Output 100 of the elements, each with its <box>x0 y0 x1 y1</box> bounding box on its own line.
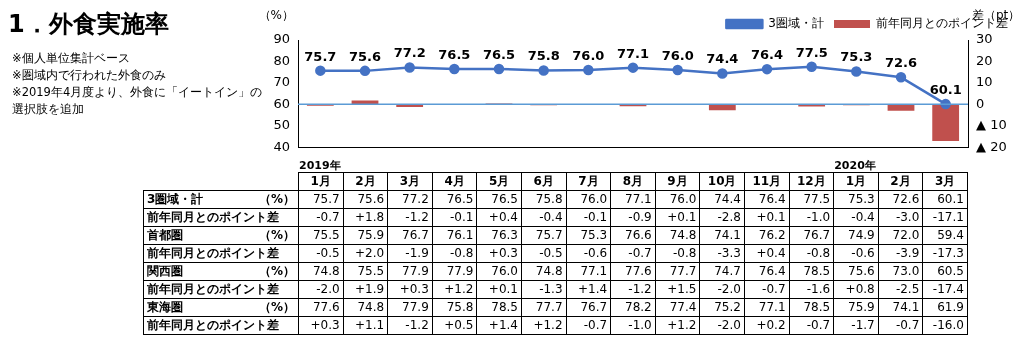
data-label: +1.2 <box>521 316 567 335</box>
data-label: -0.8 <box>789 244 834 263</box>
y-axis-title: （%） <box>258 8 294 23</box>
data-label: 78.5 <box>789 298 834 317</box>
data-label: -2.0 <box>699 280 745 299</box>
y-tick-label: 80 <box>273 52 290 68</box>
data-label: -0.4 <box>833 208 879 227</box>
data-label: -0.1 <box>566 208 611 227</box>
data-label: 76.0 <box>572 47 605 63</box>
data-label: 76.4 <box>744 190 790 209</box>
y2-tick-label: ▲ 10 <box>976 117 1007 133</box>
y-tick-label: 前年同月とのポイント差 <box>143 280 299 299</box>
x-tick-label: 5月 <box>476 172 522 191</box>
data-label: 74.4 <box>699 190 745 209</box>
data-label: 77.6 <box>610 262 656 281</box>
data-label: 76.0 <box>655 190 700 209</box>
y-tick-label: 3圏域・計 <box>147 191 204 208</box>
data-label: 75.7 <box>304 48 337 64</box>
data-label: 72.6 <box>878 190 923 209</box>
text: （%） <box>258 300 295 314</box>
data-label: 76.0 <box>476 262 522 281</box>
data-label: -0.7 <box>789 316 834 335</box>
data-label: -0.7 <box>878 316 923 335</box>
data-label: 75.5 <box>343 262 388 281</box>
data-label: -0.8 <box>432 244 477 263</box>
data-label: 73.0 <box>878 262 923 281</box>
data-label: 75.8 <box>521 190 567 209</box>
data-label: 76.5 <box>476 190 522 209</box>
data-label: +1.2 <box>655 316 700 335</box>
data-label: 76.7 <box>789 226 834 245</box>
text: 1．外食実施率 <box>8 9 169 40</box>
x-tick-label: 9月 <box>655 172 700 191</box>
data-label: -17.1 <box>922 208 968 227</box>
data-label: 75.6 <box>343 190 388 209</box>
data-label: -0.6 <box>833 244 879 263</box>
x-tick-label: 10月 <box>699 172 745 191</box>
data-label: 77.1 <box>610 190 656 209</box>
data-label: 60.5 <box>922 262 968 281</box>
y2-tick-label: 30 <box>976 31 993 47</box>
data-label: -17.3 <box>922 244 968 263</box>
data-label: -0.1 <box>432 208 477 227</box>
x-tick-label: 11月 <box>744 172 790 191</box>
data-label: 75.8 <box>527 48 560 64</box>
data-label: 76.5 <box>482 46 516 62</box>
data-label: +1.5 <box>655 280 700 299</box>
y-tick-label: 前年同月とのポイント差 <box>143 208 299 227</box>
text: ※2019年4月度より、外食に「イートイン」の選択肢を追加 <box>12 84 264 118</box>
data-label: 77.2 <box>387 190 433 209</box>
data-label: 76.0 <box>566 190 611 209</box>
x-tick-label: 8月 <box>610 172 656 191</box>
data-label: 74.9 <box>833 226 879 245</box>
data-label: -2.0 <box>699 316 745 335</box>
data-label: +2.0 <box>343 244 388 263</box>
data-label: +0.4 <box>744 244 790 263</box>
data-label: -17.4 <box>922 280 968 299</box>
data-label: -2.5 <box>878 280 923 299</box>
x-tick-label: 1月 <box>833 172 879 191</box>
data-label: 77.1 <box>744 298 790 317</box>
data-label: -3.9 <box>878 244 923 263</box>
data-label: 77.9 <box>387 298 433 317</box>
data-label: 76.5 <box>432 190 477 209</box>
data-label: 59.4 <box>922 226 968 245</box>
x-tick-label: 3月 <box>922 172 968 191</box>
data-label: -1.7 <box>833 316 879 335</box>
y-tick-label: 90 <box>273 31 290 47</box>
y-tick-label: 70 <box>273 74 290 90</box>
data-label: -1.9 <box>387 244 433 263</box>
data-label: 75.6 <box>833 262 879 281</box>
data-label: 77.1 <box>616 45 650 61</box>
data-label: 77.9 <box>432 262 477 281</box>
text: ※圏域内で行われた外食のみ <box>12 67 167 84</box>
data-label: 77.5 <box>789 190 834 209</box>
data-label: 77.7 <box>655 262 700 281</box>
text: （%） <box>258 228 295 242</box>
data-label: -0.9 <box>610 208 656 227</box>
data-label: -0.6 <box>566 244 611 263</box>
y-tick-label: 首都圏 <box>147 227 183 244</box>
data-label: 77.6 <box>298 298 344 317</box>
data-label: 61.9 <box>922 298 968 317</box>
data-label: -0.5 <box>298 244 344 263</box>
data-label: +0.1 <box>476 280 522 299</box>
data-label: +1.1 <box>343 316 388 335</box>
x-tick-label: 2月 <box>343 172 388 191</box>
data-label: 78.5 <box>476 298 522 317</box>
data-label: +0.8 <box>833 280 879 299</box>
y-tick-label: 60 <box>273 95 290 111</box>
data-label: -1.2 <box>387 316 433 335</box>
text: 2020年 <box>834 158 876 173</box>
data-label: -0.7 <box>610 244 656 263</box>
data-label: 75.9 <box>833 298 879 317</box>
text: ※個人単位集計ベース <box>12 50 131 67</box>
data-label: 77.2 <box>393 45 426 61</box>
data-label: 75.3 <box>840 49 873 65</box>
data-label: -3.3 <box>699 244 745 263</box>
data-label: 76.2 <box>744 226 790 245</box>
data-label: +0.2 <box>744 316 790 335</box>
data-label: -0.4 <box>521 208 567 227</box>
data-label: 75.9 <box>343 226 388 245</box>
data-label: 74.1 <box>878 298 923 317</box>
data-label: 76.4 <box>750 47 784 63</box>
